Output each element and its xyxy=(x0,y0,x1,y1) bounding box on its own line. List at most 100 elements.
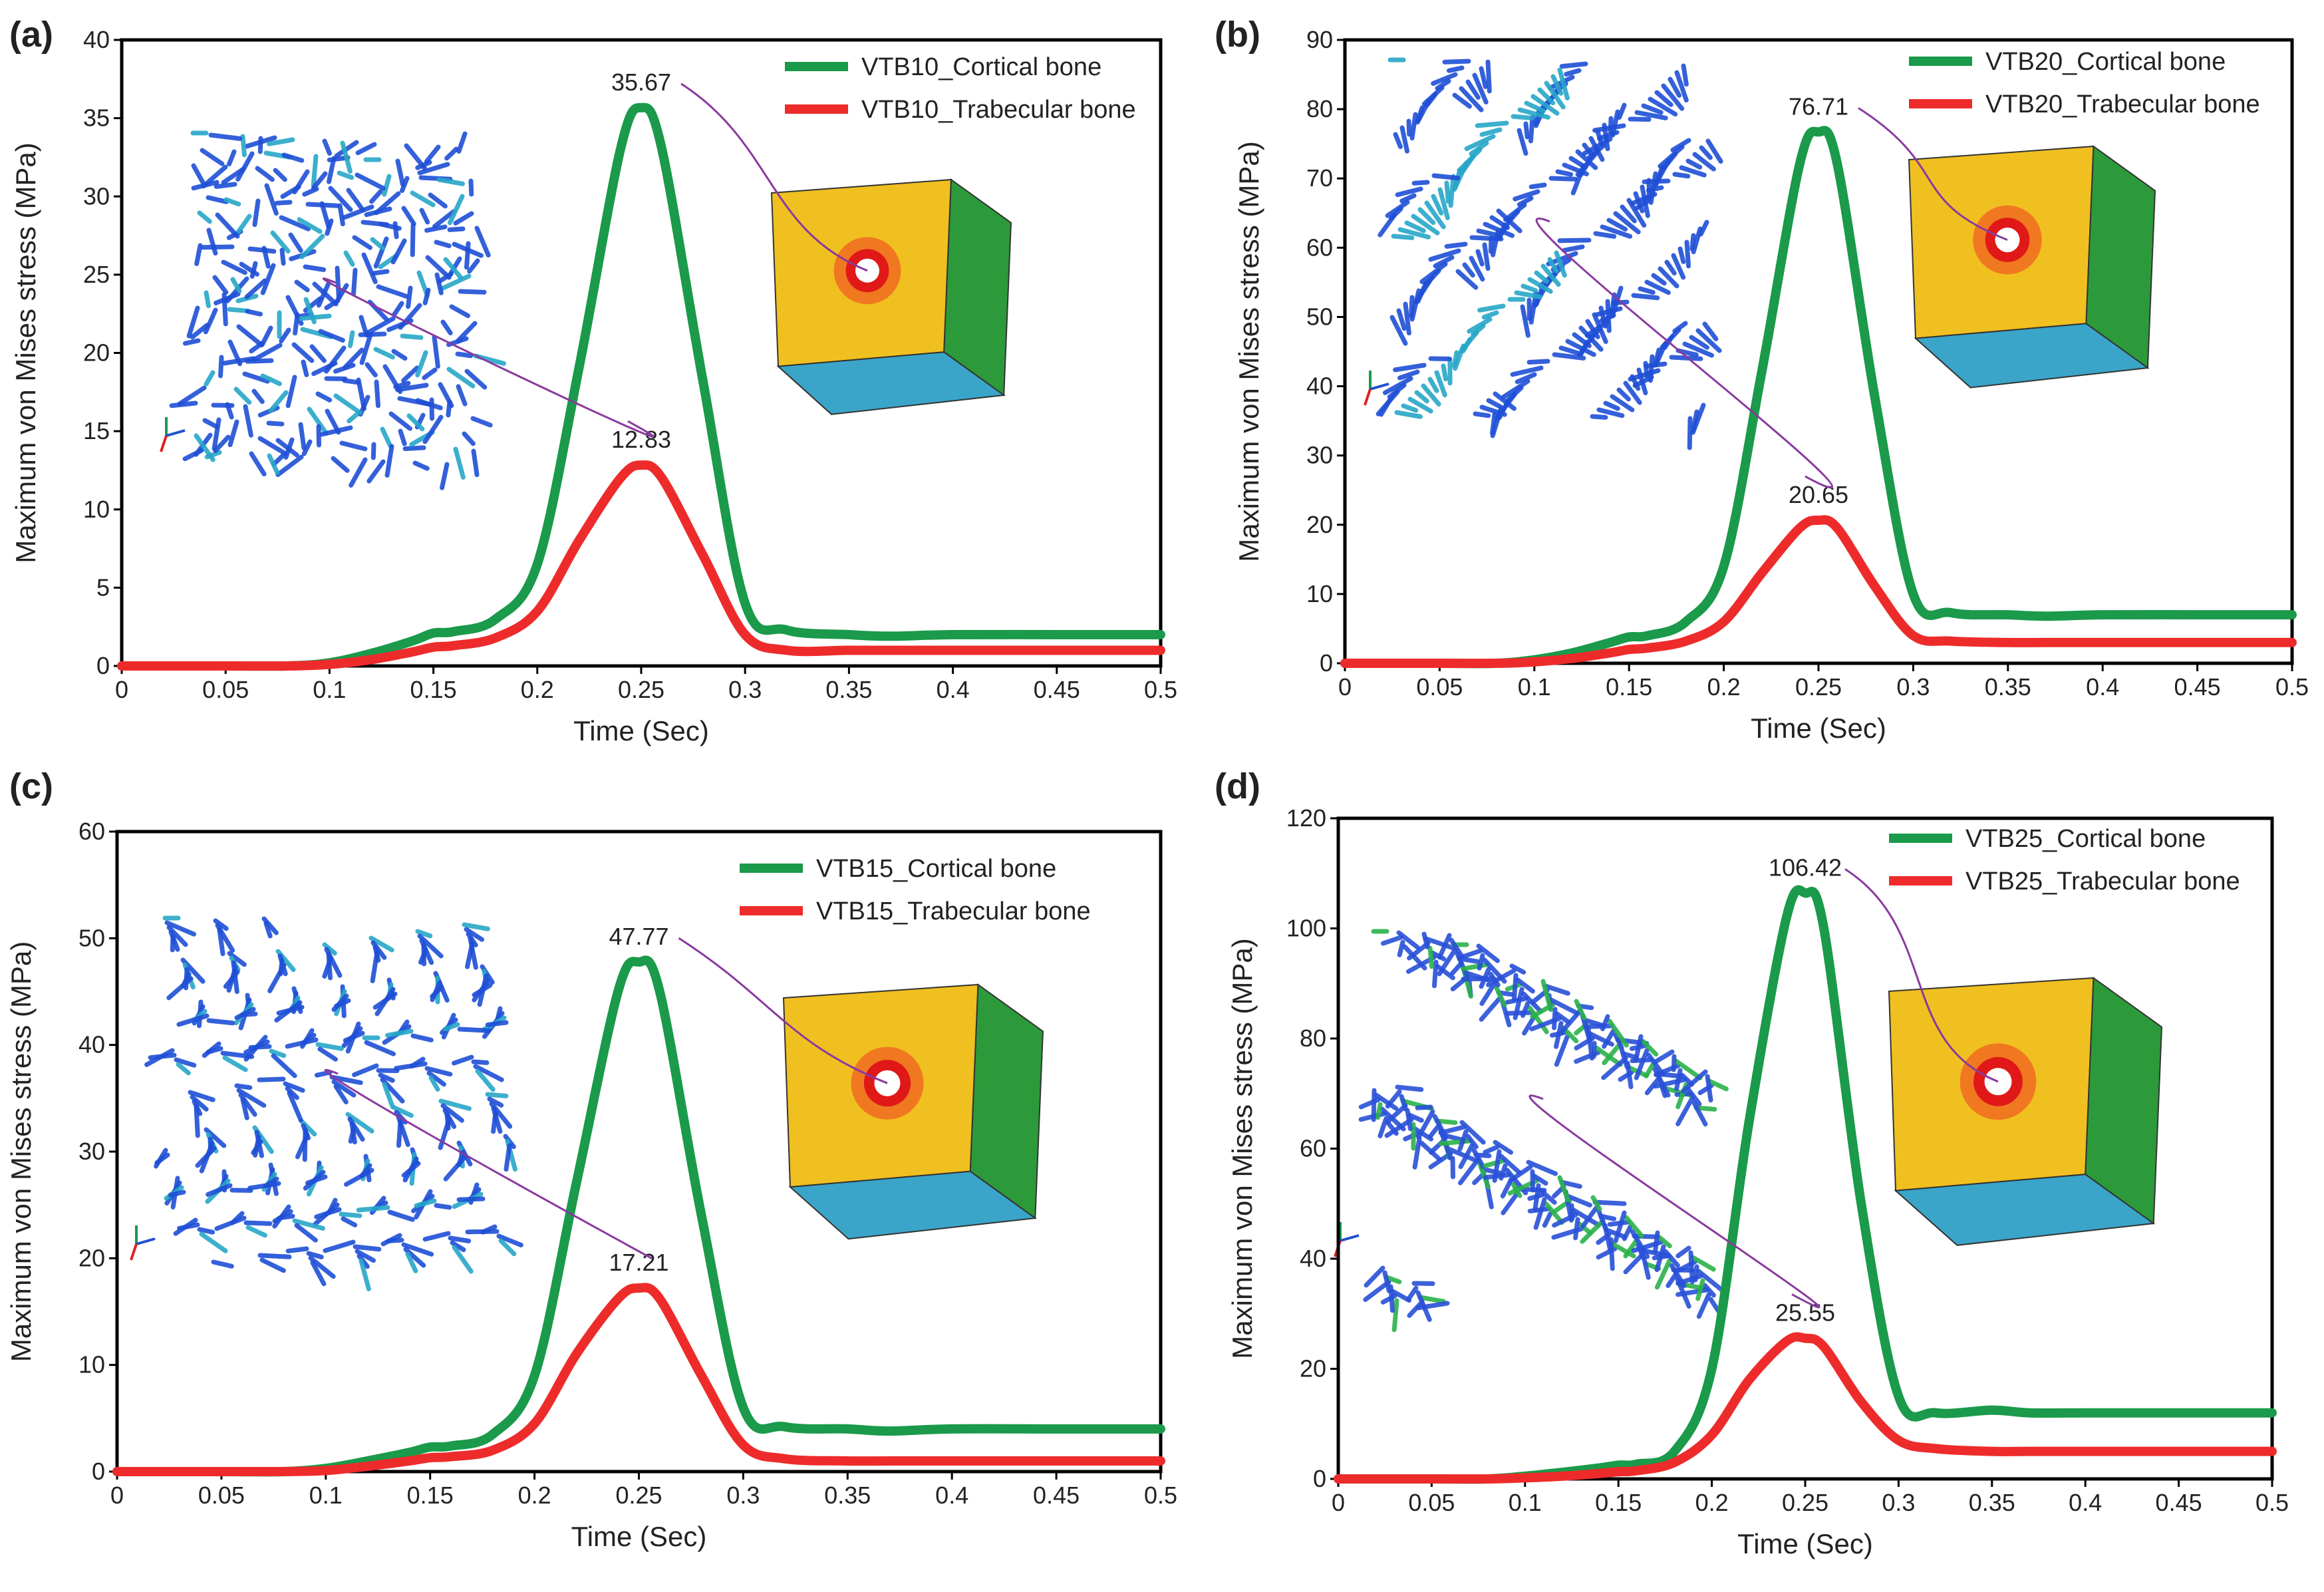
lattice-strut xyxy=(1409,112,1418,141)
lattice-strut xyxy=(450,1240,466,1253)
lattice-strut xyxy=(396,1119,403,1148)
lattice-strut xyxy=(1415,1104,1433,1110)
y-tick-label: 20 xyxy=(83,339,110,367)
series-line xyxy=(1340,126,2297,669)
lattice-strut xyxy=(235,151,255,182)
lattice-strut xyxy=(1438,1138,1473,1146)
lattice-strut xyxy=(374,191,401,216)
lattice-strut xyxy=(348,330,355,349)
lattice-strut xyxy=(1363,1279,1391,1302)
x-tick-label: 0 xyxy=(115,676,128,703)
lattice-strut xyxy=(364,1040,396,1056)
lattice-strut xyxy=(1564,68,1582,77)
lattice-strut xyxy=(1458,1143,1475,1170)
lattice-strut xyxy=(1397,369,1420,381)
lattice-strut xyxy=(319,201,331,230)
lattice-strut xyxy=(1689,233,1696,251)
trabecular-lattice-inset xyxy=(1358,929,1729,1333)
lattice-strut xyxy=(465,941,475,969)
lattice-strut xyxy=(1685,1086,1702,1106)
lattice-strut xyxy=(1438,1124,1467,1136)
lattice-strut xyxy=(1399,1094,1408,1112)
lattice-strut xyxy=(325,218,334,236)
lattice-strut xyxy=(438,1098,472,1111)
lattice-strut xyxy=(243,404,253,438)
lattice-strut xyxy=(343,250,355,267)
lattice-strut xyxy=(440,462,450,490)
x-tick-label: 0.25 xyxy=(1782,1489,1828,1516)
y-tick-label: 0 xyxy=(96,652,110,679)
lattice-strut xyxy=(191,163,206,184)
lattice-strut xyxy=(1412,1136,1422,1170)
y-tick-label: 50 xyxy=(78,924,105,951)
lattice-strut xyxy=(1574,999,1587,1021)
lattice-strut xyxy=(496,1233,523,1247)
lattice-strut xyxy=(465,1229,500,1235)
lattice-strut xyxy=(221,292,228,327)
lattice-strut xyxy=(276,1005,305,1016)
lattice-strut xyxy=(182,338,201,346)
lattice-strut xyxy=(1394,410,1423,419)
lattice-strut xyxy=(1479,127,1503,137)
lattice-strut xyxy=(306,1251,324,1260)
lattice-strut xyxy=(1461,962,1489,971)
y-tick-label: 20 xyxy=(78,1244,105,1271)
lattice-strut xyxy=(294,1223,318,1243)
lattice-strut xyxy=(337,170,355,180)
cube-bottom-face xyxy=(1914,323,2150,389)
x-tick-label: 0.05 xyxy=(198,1482,245,1509)
lattice-strut xyxy=(1693,1264,1699,1283)
lattice-strut xyxy=(424,1066,453,1077)
callout-arrow xyxy=(322,277,654,438)
lattice-strut xyxy=(1672,172,1691,179)
lattice-strut xyxy=(322,138,332,156)
lattice-strut xyxy=(1544,80,1566,110)
lattice-strut xyxy=(1533,1197,1547,1230)
axis-triad-icon xyxy=(160,417,186,452)
lattice-strut xyxy=(305,202,340,208)
lattice-strut xyxy=(1482,242,1491,271)
lattice-strut xyxy=(430,985,444,999)
lattice-strut xyxy=(279,327,291,344)
lattice-strut xyxy=(1552,1007,1558,1031)
lattice-strut xyxy=(1510,365,1544,377)
lattice-strut xyxy=(271,452,286,467)
lattice-strut xyxy=(1585,319,1600,339)
triad-axis xyxy=(1370,383,1389,391)
y-tick-label: 30 xyxy=(83,182,110,210)
lattice-strut xyxy=(311,154,319,188)
lattice-strut xyxy=(1524,100,1546,114)
lattice-strut xyxy=(1457,956,1481,964)
lattice-strut xyxy=(1550,74,1564,96)
lattice-strut xyxy=(200,148,225,166)
lattice-strut xyxy=(337,203,345,227)
lattice-strut xyxy=(1631,293,1660,301)
lattice-strut xyxy=(1444,241,1468,249)
lattice-strut xyxy=(1376,1102,1383,1120)
lattice-strut xyxy=(168,1190,186,1197)
lattice-strut xyxy=(325,408,341,435)
lattice-strut xyxy=(368,935,394,953)
lattice-strut xyxy=(1434,370,1447,398)
triad-axis xyxy=(130,1243,138,1261)
lattice-strut xyxy=(255,166,275,182)
callout-arrow xyxy=(1844,868,1999,1083)
lattice-strut xyxy=(1385,200,1410,218)
lattice-strut xyxy=(154,1152,170,1166)
lattice-strut xyxy=(392,301,404,317)
lattice-strut xyxy=(1538,1188,1557,1205)
lattice-strut xyxy=(1610,1241,1636,1259)
lattice-strut xyxy=(1431,194,1444,216)
y-tick-label: 60 xyxy=(78,818,105,845)
lattice-strut xyxy=(315,391,333,402)
lattice-strut xyxy=(1520,304,1530,338)
lattice-strut xyxy=(457,1027,492,1033)
triad-axis xyxy=(1364,389,1372,406)
lattice-strut xyxy=(1384,1275,1402,1285)
x-axis-title: Time (Sec) xyxy=(571,1521,707,1552)
lattice-strut xyxy=(349,457,368,488)
y-axis-title: Maximum von Mises stress (MPa) xyxy=(1233,141,1264,561)
lattice-strut xyxy=(1670,138,1691,152)
lattice-strut xyxy=(1483,1144,1500,1155)
lattice-strut xyxy=(1485,59,1492,94)
